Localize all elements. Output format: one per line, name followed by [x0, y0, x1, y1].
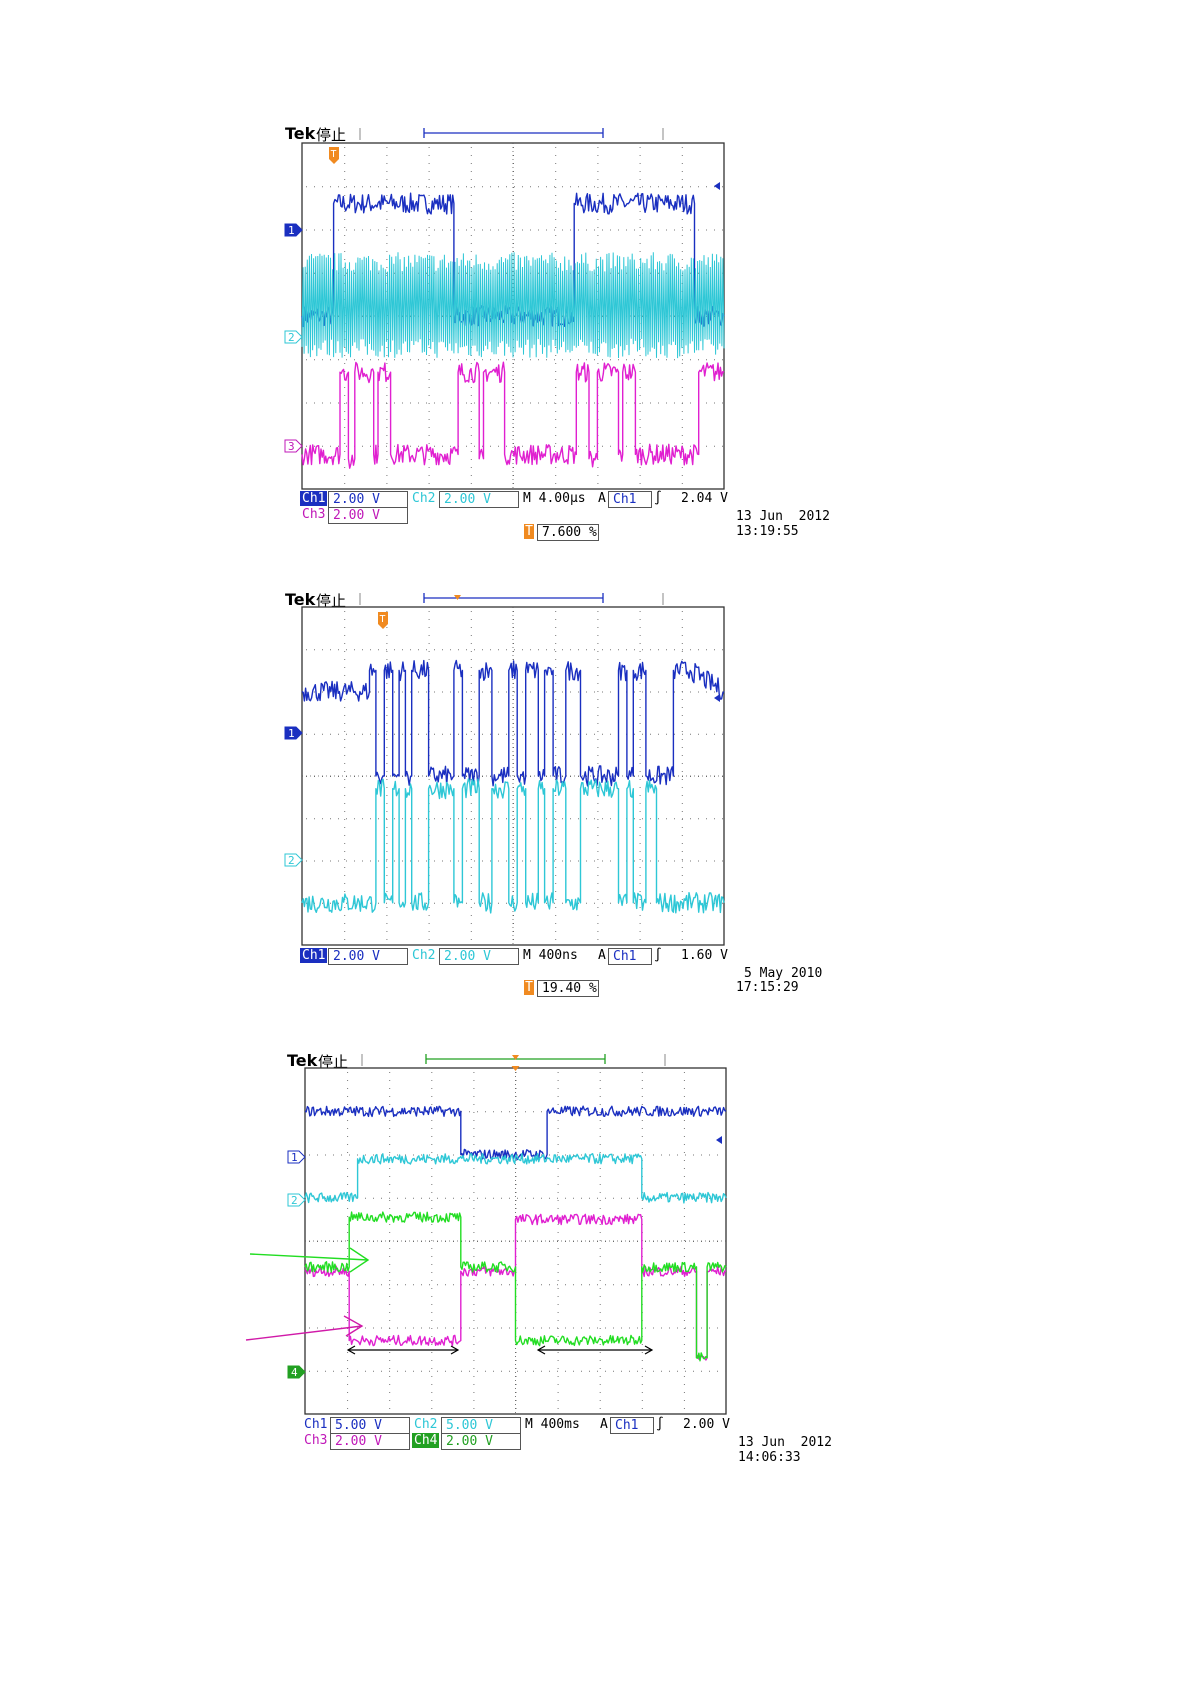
channel-2-marker-label: 2 — [288, 331, 295, 344]
ch2-tag: Ch2 — [412, 948, 436, 963]
trigger-label: A — [600, 1417, 608, 1432]
capture-date: 13 Jun 2012 — [736, 509, 830, 524]
tek-brand-logo: Tek — [285, 590, 316, 609]
trigger-point-pointer — [378, 624, 388, 629]
ch2-scale: 2.00 V — [439, 491, 519, 508]
trigger-slope-icon: ∫ — [656, 1417, 664, 1432]
ch3-scale: 2.00 V — [328, 507, 408, 524]
channel-2-marker-label: 2 — [291, 1194, 298, 1207]
trace-ch3 — [301, 361, 725, 469]
channel-3-marker-label: 3 — [288, 440, 295, 453]
trigger-point-marker — [329, 147, 339, 159]
magenta-annotation-arrowhead — [343, 1315, 364, 1337]
trigger-label: A — [598, 948, 606, 963]
trace-ch4 — [304, 1211, 727, 1362]
channel-1-marker-label: 1 — [291, 1151, 298, 1164]
ch1-scale: 2.00 V — [328, 948, 408, 965]
trigger-position-icon: T — [524, 980, 534, 995]
ch2-scale: 5.00 V — [441, 1417, 521, 1434]
trace-ch2 — [301, 778, 725, 914]
trigger-level-arrow — [716, 1136, 722, 1144]
waveform-display: 1 2 T — [284, 606, 725, 946]
trace-ch3 — [304, 1213, 727, 1361]
ch4-scale: 2.00 V — [441, 1433, 521, 1450]
trace-ch1 — [304, 1105, 727, 1161]
trigger-channel: Ch1 — [608, 948, 652, 965]
channel-2-marker-label: 2 — [288, 854, 295, 867]
timebase: M 400ns — [523, 948, 578, 963]
capture-time: 13:19:55 — [736, 524, 799, 539]
channel-1-ground-marker — [287, 1150, 306, 1164]
capture-date: 5 May 2010 — [744, 966, 823, 981]
trigger-point-marker — [378, 612, 388, 624]
ch1-tag: Ch1 — [304, 1417, 328, 1432]
record-view-bar — [359, 593, 664, 605]
ch2-tag: Ch2 — [412, 491, 436, 506]
timebase: M 400ms — [525, 1417, 580, 1432]
trigger-position-icon: T — [524, 524, 534, 539]
record-view-bar — [359, 128, 664, 140]
ch1-scale: 5.00 V — [330, 1417, 410, 1434]
ch3-tag: Ch3 — [302, 507, 326, 522]
acquisition-state: 停止 — [316, 592, 347, 610]
trigger-point-pointer — [329, 159, 339, 164]
tek-brand-logo: Tek — [285, 124, 316, 143]
trigger-slope-icon: ∫ — [654, 948, 662, 963]
trigger-level: 2.04 V — [681, 491, 728, 506]
waveform-display: 1 2 4 — [245, 1066, 727, 1415]
capture-time: 14:06:33 — [738, 1450, 801, 1465]
trigger-position: 7.600 % — [537, 524, 599, 541]
green-annotation-arrow — [249, 1253, 369, 1261]
ch2-tag: Ch2 — [414, 1417, 438, 1432]
timebase: M 4.00µs — [523, 491, 586, 506]
ch1-tag: Ch1 — [300, 948, 328, 963]
trigger-level: 1.60 V — [681, 948, 728, 963]
channel-1-marker-label: 1 — [288, 224, 295, 237]
capture-time: 17:15:29 — [736, 980, 799, 995]
ch1-tag: Ch1 — [300, 491, 328, 506]
ch2-scale: 2.00 V — [439, 948, 519, 965]
acquisition-state: 停止 — [316, 126, 347, 144]
channel-4-marker-label: 4 — [291, 1366, 298, 1379]
trigger-slope-icon: ∫ — [654, 491, 662, 506]
trigger-point-glyph: T — [380, 614, 386, 625]
trace-ch1 — [301, 659, 725, 787]
trigger-point-marker — [511, 1066, 520, 1071]
green-annotation-arrowhead — [349, 1247, 370, 1273]
ch4-tag: Ch4 — [412, 1433, 440, 1448]
channel-2-ground-marker — [287, 1193, 306, 1207]
channel-1-ground-marker — [284, 726, 303, 740]
channel-1-ground-marker — [284, 223, 303, 237]
ch1-scale: 2.00 V — [328, 491, 408, 508]
channel-3-ground-marker — [284, 439, 303, 453]
waveform-display: 1 2 3 T — [284, 142, 725, 490]
trigger-channel: Ch1 — [608, 491, 652, 508]
record-view-bar — [361, 1054, 666, 1066]
trigger-position: 19.40 % — [537, 980, 599, 997]
ch3-tag: Ch3 — [304, 1433, 328, 1448]
channel-4-ground-marker — [287, 1365, 306, 1379]
channel-2-ground-marker — [284, 330, 303, 344]
trigger-point-glyph: T — [331, 149, 337, 160]
trace-ch2 — [304, 1153, 727, 1204]
tek-brand-logo: Tek — [287, 1051, 318, 1070]
trigger-level-arrow — [714, 694, 720, 702]
trace-ch2 — [301, 252, 725, 359]
trigger-level-arrow — [714, 182, 720, 190]
channel-1-marker-label: 1 — [288, 727, 295, 740]
channel-2-ground-marker — [284, 853, 303, 867]
ch3-scale: 2.00 V — [330, 1433, 410, 1450]
capture-date: 13 Jun 2012 — [738, 1435, 832, 1450]
trigger-level: 2.00 V — [683, 1417, 730, 1432]
trigger-channel: Ch1 — [610, 1417, 654, 1434]
trigger-label: A — [598, 491, 606, 506]
graticule-grid — [309, 1072, 726, 1409]
acquisition-state: 停止 — [318, 1053, 349, 1071]
magenta-annotation-arrow — [245, 1325, 363, 1341]
